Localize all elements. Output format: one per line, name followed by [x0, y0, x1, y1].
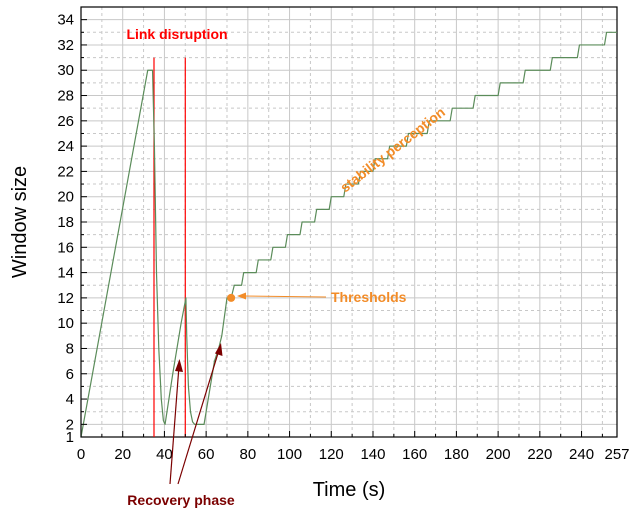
y-tick-label: 1	[66, 429, 74, 446]
x-tick-label: 160	[402, 446, 427, 463]
stability-perception-label: stability perception	[337, 104, 448, 196]
annotations: Link disruption Thresholds stability per…	[126, 26, 448, 508]
x-tick-labels: 0 20 40 60 80 100 120 140 160 180 200 220 240 257	[77, 446, 630, 463]
x-axis-title: Time (s)	[313, 479, 386, 501]
y-tick-label: 16	[57, 239, 74, 256]
y-tick-label: 26	[57, 113, 74, 130]
x-tick-label: 60	[198, 446, 215, 463]
x-tick-label: 100	[277, 446, 302, 463]
y-tick-label: 6	[66, 366, 74, 383]
y-tick-label: 30	[57, 62, 74, 79]
x-tick-label: 80	[240, 446, 257, 463]
y-tick-label: 12	[57, 290, 74, 307]
x-tick-label: 220	[527, 446, 552, 463]
x-tick-label: 200	[486, 446, 511, 463]
x-tick-label: 20	[114, 446, 131, 463]
y-tick-label: 20	[57, 189, 74, 206]
recovery-arrowhead-1	[175, 359, 183, 372]
recovery-arrow-2	[177, 349, 220, 485]
y-tick-label: 8	[66, 340, 74, 357]
thresholds-arrowhead	[237, 292, 246, 300]
y-tick-label: 28	[57, 88, 74, 105]
y-tick-label: 22	[57, 163, 74, 180]
x-tick-label: 240	[569, 446, 594, 463]
grid	[81, 7, 617, 437]
x-tick-label: 140	[360, 446, 385, 463]
x-tick-label: 120	[319, 446, 344, 463]
series-line	[80, 31, 617, 438]
axis-ticks	[80, 6, 618, 438]
y-tick-label: 10	[57, 315, 74, 332]
thresholds-label: Thresholds	[331, 289, 407, 305]
y-tick-label: 14	[57, 265, 74, 282]
threshold-marker	[227, 293, 236, 302]
recovery-arrow-1	[169, 365, 180, 485]
y-tick-label: 24	[57, 138, 74, 155]
window-size-series	[80, 31, 617, 438]
recovery-arrowhead-2	[215, 343, 223, 356]
link-disruption-label: Link disruption	[126, 26, 227, 42]
x-tick-label: 257	[604, 446, 629, 463]
y-tick-label: 34	[57, 12, 74, 29]
x-tick-label: 180	[444, 446, 469, 463]
thresholds-arrow	[240, 295, 327, 298]
x-tick-label: 40	[156, 446, 173, 463]
y-tick-label: 32	[57, 37, 74, 54]
y-tick-label: 2	[66, 416, 74, 433]
recovery-phase-label: Recovery phase	[127, 492, 235, 508]
y-tick-label: 4	[66, 391, 74, 408]
y-axis-title: Window size	[9, 166, 31, 278]
x-tick-label: 0	[77, 446, 85, 463]
y-tick-label: 18	[57, 214, 74, 231]
